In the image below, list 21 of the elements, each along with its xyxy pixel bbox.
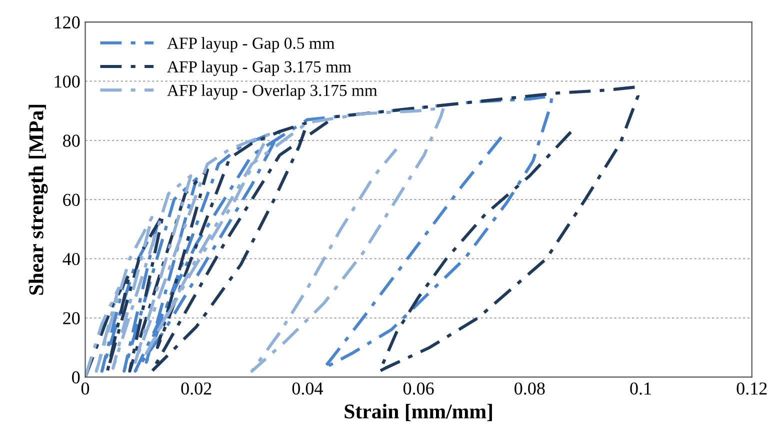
legend-label: AFP layup - Gap 3.175 mm — [167, 60, 352, 76]
x-tick-label: 0.1 — [630, 382, 651, 395]
legend-label: AFP layup - Overlap 3.175 mm — [167, 84, 378, 100]
legend-label: AFP layup - Gap 0.5 mm — [167, 37, 335, 52]
line-series — [85, 86, 640, 378]
y-tick-label: 60 — [63, 194, 80, 206]
x-tick-label: 0.12 — [736, 382, 767, 395]
y-tick-label: 100 — [54, 75, 80, 88]
y-tick-label: 80 — [63, 134, 80, 147]
x-tick-label: 0.02 — [181, 382, 212, 395]
x-tick-label: 0.04 — [292, 382, 323, 395]
y-tick-label: 40 — [62, 252, 80, 266]
y-tick-label: 20 — [63, 312, 80, 324]
y-axis-title: Shear strength [MPa] — [28, 104, 48, 295]
x-tick-label: 0.06 — [403, 382, 434, 395]
x-tick-label: 0.08 — [514, 382, 545, 395]
x-axis-title: Strain [mm/mm] — [344, 404, 492, 422]
line-series — [85, 106, 446, 378]
y-tick-label: 120 — [54, 16, 80, 28]
x-tick-label: 0 — [81, 382, 90, 395]
y-tick-label: 0 — [72, 371, 80, 384]
